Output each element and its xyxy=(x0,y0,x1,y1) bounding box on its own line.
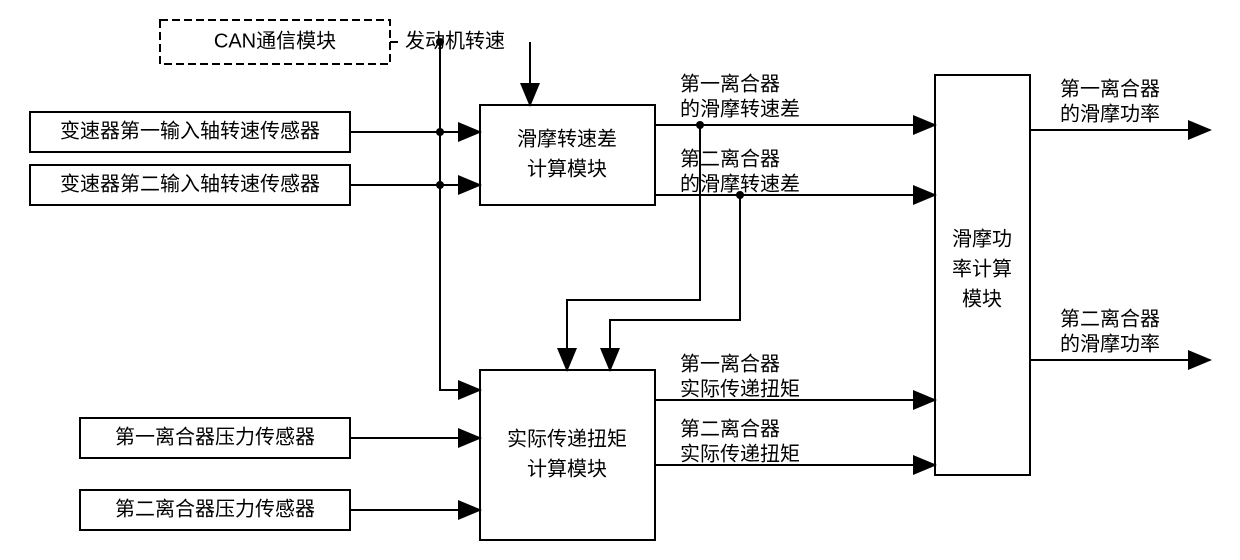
edge-torque2-label-1: 第二离合器 xyxy=(680,417,780,440)
sensor-input1-label: 变速器第一输入轴转速传感器 xyxy=(60,119,320,142)
junction-enginespeed xyxy=(436,38,444,46)
out-power2-label-2: 的滑摩功率 xyxy=(1060,332,1160,355)
torque-calc-label-2: 计算模块 xyxy=(527,457,607,480)
junction-sensor1 xyxy=(436,128,444,136)
junction-sensor2 xyxy=(436,181,444,189)
slip-calc-label-2: 计算模块 xyxy=(527,157,607,180)
edge-slip1-label-2: 的滑摩转速差 xyxy=(680,97,800,120)
edge-torque1-label-1: 第一离合器 xyxy=(680,352,780,375)
engine-speed-label: 发动机转速 xyxy=(405,29,505,52)
power-calc-label-1: 滑摩功 xyxy=(952,227,1012,250)
sensor-input2-label: 变速器第二输入轴转速传感器 xyxy=(60,172,320,195)
edge-trunk-to-torque xyxy=(440,42,480,390)
slip-calc-box xyxy=(480,105,655,205)
torque-calc-label-1: 实际传递扭矩 xyxy=(507,427,627,450)
sensor-pressure2-label: 第二离合器压力传感器 xyxy=(115,497,315,520)
out-power1-label-1: 第一离合器 xyxy=(1060,77,1160,100)
diagram-canvas: CAN通信模块 发动机转速 变速器第一输入轴转速传感器 变速器第二输入轴转速传感… xyxy=(0,0,1240,560)
sensor-pressure1-label: 第一离合器压力传感器 xyxy=(115,425,315,448)
can-module-label: CAN通信模块 xyxy=(214,29,336,52)
junction-slip2 xyxy=(736,191,744,199)
edge-slip2-to-torque xyxy=(610,195,740,370)
edge-slip1-label-1: 第一离合器 xyxy=(680,72,780,95)
slip-calc-label-1: 滑摩转速差 xyxy=(517,127,617,150)
edge-slip2-label-1: 第二离合器 xyxy=(680,147,780,170)
out-power1-label-2: 的滑摩功率 xyxy=(1060,102,1160,125)
torque-calc-box xyxy=(480,370,655,540)
out-power2-label-1: 第二离合器 xyxy=(1060,307,1160,330)
edge-torque2-label-2: 实际传递扭矩 xyxy=(680,442,800,465)
edge-torque1-label-2: 实际传递扭矩 xyxy=(680,377,800,400)
junction-slip1 xyxy=(696,121,704,129)
power-calc-label-2: 率计算 xyxy=(952,257,1012,280)
power-calc-label-3: 模块 xyxy=(962,287,1002,310)
